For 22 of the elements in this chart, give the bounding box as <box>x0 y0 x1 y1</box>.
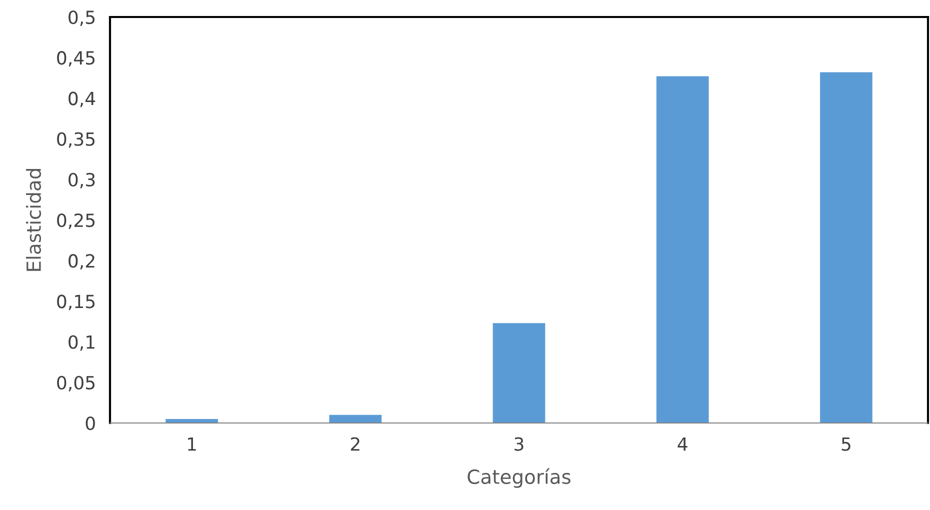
x-tick-label: 2 <box>350 437 360 451</box>
x-tick-label: 5 <box>842 437 850 451</box>
y-tick-label: 0,05 <box>57 376 95 392</box>
bar <box>492 323 546 423</box>
y-tick-label: 0,35 <box>57 132 95 148</box>
x-axis-title: Categorías <box>468 468 570 488</box>
y-tick-label: 0,2 <box>68 254 94 270</box>
bar <box>656 76 709 423</box>
x-tick-label: 1 <box>188 437 196 451</box>
y-tick-label: 0,15 <box>57 294 95 310</box>
y-tick-label: 0,45 <box>57 51 95 67</box>
y-axis-title: Elasticidad <box>26 169 42 271</box>
x-tick-label: 4 <box>678 437 688 451</box>
y-tick-label: 0 <box>86 416 95 430</box>
y-tick-label: 0,1 <box>68 335 94 351</box>
bar <box>820 72 872 423</box>
y-tick-label: 0,4 <box>68 92 96 108</box>
y-tick-label: 0,25 <box>57 213 95 229</box>
y-tick-label: 0,5 <box>68 10 95 26</box>
x-tick-label: 3 <box>514 437 524 451</box>
bar <box>329 414 382 423</box>
y-tick-label: 0,3 <box>68 172 95 188</box>
